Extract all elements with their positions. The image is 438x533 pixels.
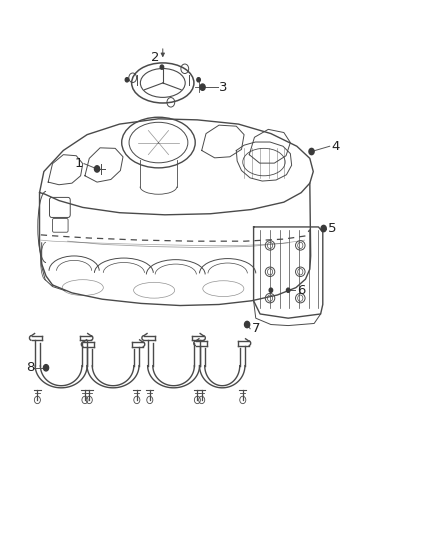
Circle shape xyxy=(244,321,250,328)
Circle shape xyxy=(200,84,205,90)
Text: 4: 4 xyxy=(332,140,340,153)
Circle shape xyxy=(197,78,200,82)
Circle shape xyxy=(286,288,290,292)
Circle shape xyxy=(95,166,100,172)
Text: 6: 6 xyxy=(297,284,305,297)
Text: 1: 1 xyxy=(74,157,83,170)
Circle shape xyxy=(269,288,272,292)
Text: 8: 8 xyxy=(27,361,35,374)
Text: 5: 5 xyxy=(328,222,336,235)
Text: 2: 2 xyxy=(151,51,160,63)
Text: 7: 7 xyxy=(251,322,260,335)
Circle shape xyxy=(321,225,326,232)
Circle shape xyxy=(43,365,49,371)
Circle shape xyxy=(309,148,314,155)
Circle shape xyxy=(125,78,129,82)
Text: 3: 3 xyxy=(219,80,227,94)
Circle shape xyxy=(160,65,164,69)
